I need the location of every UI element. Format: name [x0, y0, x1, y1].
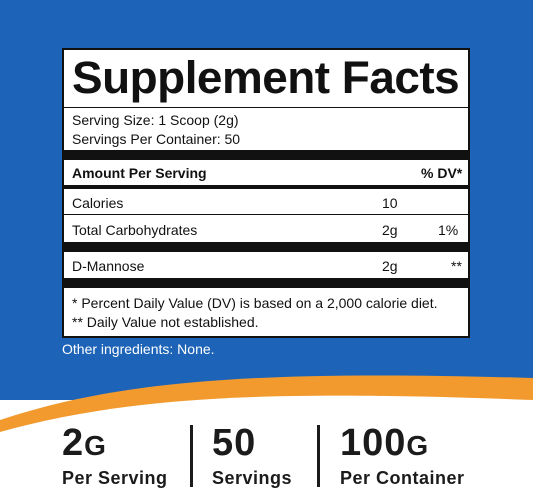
stat-per-container-label: Per Container	[340, 468, 465, 488]
stat-per-container-value: 100G	[340, 422, 429, 465]
title-divider	[64, 107, 468, 108]
stat-servings-label: Servings	[212, 468, 293, 488]
row-calories-amount: 10	[382, 195, 398, 211]
row-calories-name: Calories	[72, 195, 124, 211]
percent-dv-header: % DV*	[421, 165, 463, 181]
stat-divider	[190, 425, 193, 487]
row-dmannose-dv: **	[451, 258, 462, 274]
thick-divider-top	[64, 150, 468, 160]
stat-value-unit: G	[84, 430, 107, 461]
panel-title: Supplement Facts	[72, 52, 460, 103]
row-dmannose-name: D-Mannose	[72, 258, 145, 274]
servings-per-container: Servings Per Container: 50	[72, 131, 241, 147]
footnote-dv: * Percent Daily Value (DV) is based on a…	[72, 295, 438, 311]
thick-divider-bottom	[64, 278, 468, 288]
other-ingredients: Other ingredients: None.	[62, 341, 215, 357]
stat-per-serving-value: 2G	[62, 422, 107, 465]
orange-swoosh-decoration	[0, 375, 533, 495]
row-carbs-dv: 1%	[438, 222, 459, 238]
row-carbs-name: Total Carbohydrates	[72, 222, 198, 238]
stat-per-serving-label: Per Serving	[62, 468, 168, 488]
stat-value-unit: G	[406, 430, 430, 461]
stat-divider	[317, 425, 320, 487]
thick-divider-middle	[64, 242, 468, 252]
header-divider	[64, 185, 468, 189]
serving-size: Serving Size: 1 Scoop (2g)	[72, 112, 239, 128]
row-dmannose-amount: 2g	[382, 258, 398, 274]
stat-value-number: 2	[62, 422, 85, 464]
amount-per-serving-header: Amount Per Serving	[72, 165, 207, 181]
supplement-facts-panel: Supplement Facts Serving Size: 1 Scoop (…	[62, 48, 470, 338]
stat-value-number: 100	[340, 422, 407, 464]
stat-value-number: 50	[212, 422, 257, 464]
row-carbs-amount: 2g	[382, 222, 398, 238]
footnote-not-established: ** Daily Value not established.	[72, 314, 259, 330]
stat-servings-value: 50	[212, 422, 256, 465]
row-divider	[64, 214, 468, 215]
